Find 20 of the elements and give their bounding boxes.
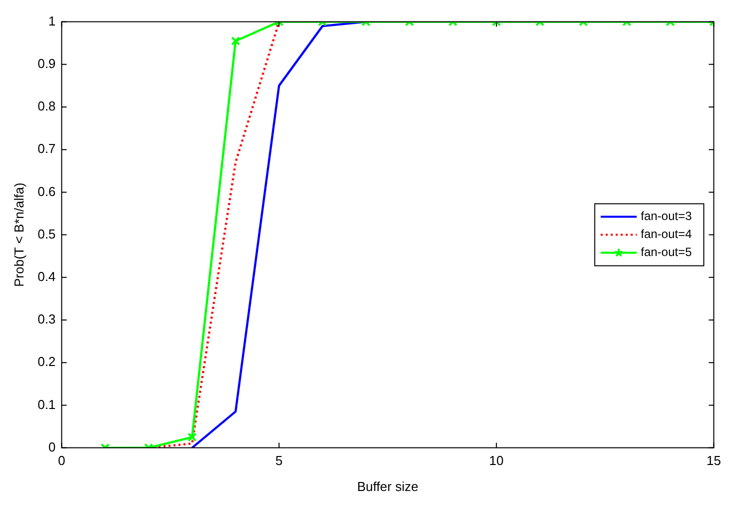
- y-axis-title: Prob(T < B*n/alfa): [11, 182, 26, 287]
- x-tick-label: 15: [706, 453, 722, 468]
- x-axis-title: Buffer size: [357, 478, 418, 494]
- y-tick-label: 0: [48, 439, 56, 454]
- y-tick-label: 1: [48, 13, 56, 28]
- y-tick-label: 0.5: [38, 226, 56, 242]
- y-tick-label: 0.8: [38, 98, 56, 114]
- legend-label: fan-out=5: [640, 245, 692, 260]
- y-tick-label: 0.9: [38, 56, 56, 71]
- x-tick-label: 0: [58, 453, 66, 468]
- y-tick-label: 0.4: [38, 268, 56, 284]
- legend-label: fan-out=3: [640, 209, 692, 224]
- legend-label: fan-out=4: [640, 227, 692, 242]
- x-tick-label: 5: [275, 453, 283, 468]
- y-tick-label: 0.1: [38, 396, 56, 412]
- y-tick-label: 0.7: [38, 141, 56, 156]
- y-tick-label: 0.6: [38, 184, 56, 199]
- y-tick-label: 0.3: [38, 312, 56, 327]
- x-tick-label: 10: [489, 453, 504, 468]
- y-tick-label: 0.2: [38, 354, 56, 370]
